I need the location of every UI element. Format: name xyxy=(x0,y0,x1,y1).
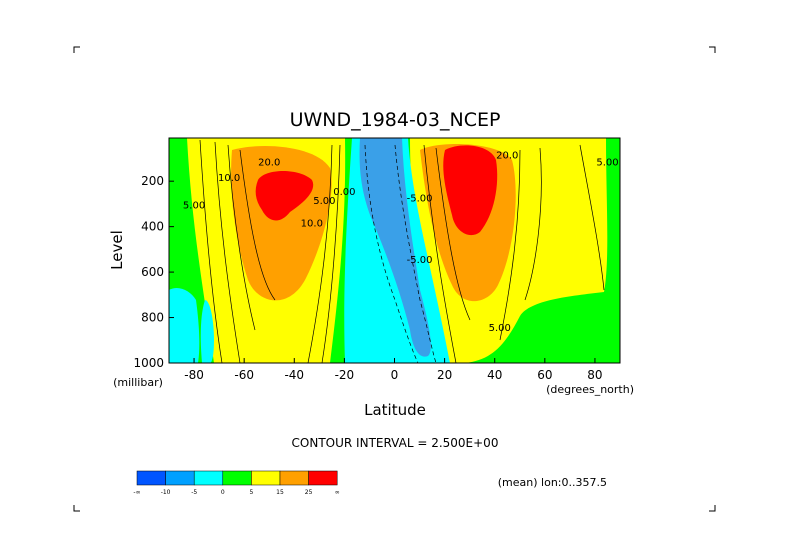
legend-label: ∞ xyxy=(335,489,340,496)
contour-label: 20.0 xyxy=(496,150,518,161)
y-tick-label: 800 xyxy=(141,311,164,325)
contour-label: 5.00 xyxy=(596,157,618,168)
legend-swatch xyxy=(136,470,166,486)
legend-swatch xyxy=(222,470,252,486)
x-tick-label: 20 xyxy=(437,368,452,382)
contour-label: 10.0 xyxy=(218,173,240,184)
contour-label: 20.0 xyxy=(258,157,280,168)
legend-swatch xyxy=(251,470,281,486)
corner-marks xyxy=(73,46,716,512)
plot-area xyxy=(169,138,620,364)
y-tick-label: 600 xyxy=(141,265,164,279)
legend-label: 5 xyxy=(249,489,253,496)
legend-label: -∞ xyxy=(133,489,140,496)
contour-lines xyxy=(199,139,605,364)
contour-label: 5.00 xyxy=(183,200,205,211)
contour-label: -5.00 xyxy=(407,194,433,205)
south-polar-cyan-2 xyxy=(200,300,214,363)
legend-label: -5 xyxy=(191,489,197,496)
y-tick-label: 1000 xyxy=(133,356,164,370)
legend-swatch xyxy=(308,470,338,486)
y-axis-label: Level xyxy=(108,230,126,270)
x-tick-label: -40 xyxy=(284,368,304,382)
legend-label: -10 xyxy=(161,489,171,496)
footer-text: (mean) lon:0..357.5 xyxy=(498,476,607,489)
legend-label: 25 xyxy=(305,489,313,496)
legend-swatch xyxy=(193,470,224,486)
legend-swatch xyxy=(279,470,309,486)
x-tick-label: -20 xyxy=(335,368,355,382)
contour-label: 10.0 xyxy=(301,219,323,230)
legend-swatch xyxy=(165,470,195,486)
sh-jet-red xyxy=(255,171,314,221)
x-tick-label: 60 xyxy=(537,368,552,382)
contour-label: 0.00 xyxy=(333,187,355,198)
legend-label: 0 xyxy=(221,489,225,496)
x-tick-label: -60 xyxy=(234,368,254,382)
x-axis-ticks: -80 -60 -40 -20 0 20 40 60 80 xyxy=(184,358,603,382)
x-tick-label: -80 xyxy=(184,368,204,382)
chart-title: UWND_1984-03_NCEP xyxy=(290,109,501,131)
x-tick-label: 40 xyxy=(487,368,502,382)
x-axis-label: Latitude xyxy=(364,401,426,419)
legend-label: 15 xyxy=(276,489,284,496)
contour-label: 5.00 xyxy=(489,323,511,334)
contour-label: 5.00 xyxy=(313,196,335,207)
contour-label: -5.00 xyxy=(407,255,433,266)
tropical-easterlies-blue xyxy=(359,138,431,357)
x-tick-label: 80 xyxy=(587,368,602,382)
y-axis-ticks: 200 400 600 800 1000 xyxy=(133,174,174,370)
x-axis-unit: (degrees_north) xyxy=(546,383,634,396)
y-tick-label: 200 xyxy=(141,174,164,188)
nh-jet-red xyxy=(443,145,498,236)
contour-labels: 20.010.05.0010.05.000.00-5.00-5.005.0020… xyxy=(183,150,619,334)
contour-interval-text: CONTOUR INTERVAL = 2.500E+00 xyxy=(292,436,499,450)
y-axis-unit: (millibar) xyxy=(113,376,163,389)
south-polar-cyan xyxy=(169,288,200,363)
x-tick-label: 0 xyxy=(391,368,399,382)
color-legend: -∞ -10 -5 0 5 15 25 ∞ xyxy=(133,470,340,496)
y-tick-label: 400 xyxy=(141,220,164,234)
